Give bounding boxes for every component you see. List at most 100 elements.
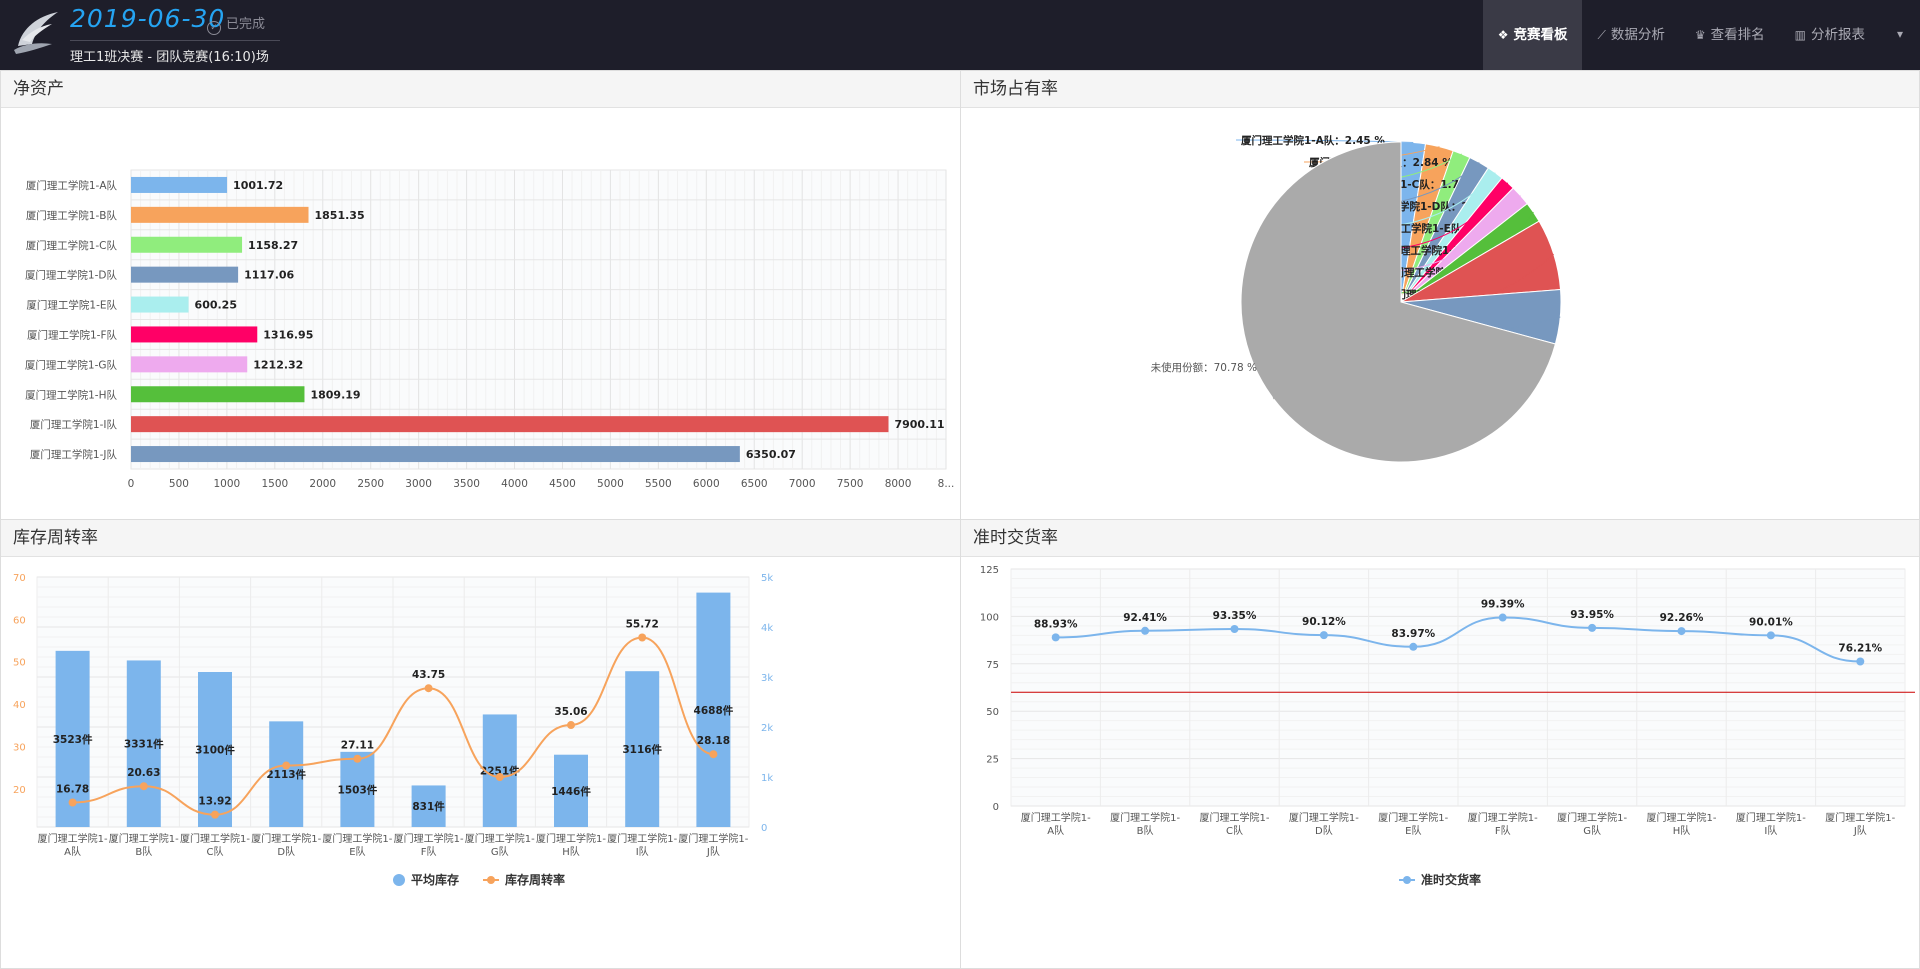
x-tick-label: I队 — [636, 845, 649, 858]
line-label: 28.18 — [697, 735, 730, 747]
x-tick-label: 5500 — [645, 478, 672, 490]
y-tick-label: 厦门理工学院1-D队 — [25, 269, 118, 282]
delivery-point — [1856, 657, 1865, 666]
bar-label: 1503件 — [338, 783, 378, 796]
line-label: 35.06 — [554, 706, 587, 718]
inventory-bar — [696, 592, 731, 827]
x-tick-label: 厦门理工学院1- — [607, 832, 677, 845]
right-axis-tick: 5k — [761, 573, 773, 584]
legend-marker — [393, 874, 405, 886]
x-tick-label: 厦门理工学院1- — [1825, 811, 1895, 824]
x-tick-label: A队 — [1047, 824, 1064, 837]
point-label: 92.26% — [1660, 612, 1704, 624]
x-tick-label: C队 — [207, 845, 224, 858]
data-label: 1316.95 — [263, 328, 313, 341]
delivery-point — [1409, 642, 1418, 651]
left-axis-tick: 20 — [13, 785, 26, 796]
x-tick-label: C队 — [1226, 824, 1243, 837]
x-tick-label: 1000 — [214, 478, 241, 490]
y-tick-label: 厦门理工学院1-B队 — [26, 209, 118, 222]
x-tick-label: 8... — [938, 478, 955, 490]
x-tick-label: E队 — [1405, 824, 1421, 837]
x-tick-label: E队 — [349, 845, 365, 858]
y-tick-label: 厦门理工学院1-A队 — [26, 179, 118, 192]
x-tick-label: 厦门理工学院1- — [251, 832, 321, 845]
dashboard-icon: ❖ — [1497, 28, 1509, 42]
inventory-bar — [411, 785, 446, 827]
x-tick-label: 2000 — [309, 478, 336, 490]
x-tick-label: 3500 — [453, 478, 480, 490]
inventory-bar — [340, 751, 375, 827]
data-label: 1001.72 — [233, 179, 283, 192]
delivery-point — [1141, 626, 1150, 635]
y-tick-label: 50 — [986, 707, 999, 718]
x-tick-label: F队 — [1495, 824, 1511, 837]
nav-label: 数据分析 — [1610, 27, 1665, 43]
nav-item-data-analysis[interactable]: ⟋ 数据分析 — [1582, 0, 1679, 70]
bar-label: 4688件 — [694, 704, 734, 717]
turnover-point — [282, 761, 291, 770]
point-label: 93.35% — [1213, 610, 1257, 622]
delivery-panel: 准时交货率 125 100 75 50 25 0 厦门理工学院1- A队 厦门理工学院1- B队厦… — [960, 519, 1920, 969]
data-label: 1212.32 — [253, 358, 303, 371]
trophy-icon: ♛ — [1694, 28, 1706, 42]
right-axis-tick: 0 — [761, 823, 767, 834]
panel-title: 市场占有率 — [961, 71, 1919, 108]
legend-marker — [1403, 876, 1411, 884]
nav-item-ranking[interactable]: ♛ 查看排名 — [1680, 0, 1780, 70]
x-tick-label: H队 — [1673, 824, 1691, 837]
y-tick-label: 厦门理工学院1-G队 — [25, 358, 118, 371]
x-tick-label: 3000 — [405, 478, 432, 490]
nav-label: 查看排名 — [1710, 27, 1765, 43]
bar — [131, 266, 239, 283]
left-axis-tick: 70 — [13, 573, 26, 584]
y-tick-label: 100 — [980, 612, 999, 623]
point-label: 92.41% — [1123, 612, 1167, 624]
slice-label: 未使用份额：70.78 % — [1151, 361, 1257, 374]
panel-title: 净资产 — [1, 71, 960, 108]
x-tick-label: B队 — [1137, 824, 1154, 837]
turnover-point — [211, 810, 219, 819]
x-tick-label: 厦门理工学院1- — [1736, 811, 1806, 824]
bar — [131, 236, 243, 253]
net-assets-panel: 净资产 厦门理工学院1-A队 1001.72 厦门理工学院1-B队 1851.35 厦门… — [0, 70, 961, 520]
line-label: 13.92 — [198, 796, 231, 808]
line-label: 43.75 — [412, 669, 445, 681]
x-tick-label: 4500 — [549, 478, 576, 490]
logo-icon — [14, 12, 58, 54]
bar-label: 3331件 — [124, 738, 164, 751]
chevron-down-icon[interactable]: ▾ — [1896, 27, 1904, 41]
x-tick-label: 5000 — [597, 478, 624, 490]
nav-item-report[interactable]: ▥ 分析报表 — [1780, 0, 1880, 70]
turnover-point — [495, 773, 504, 781]
bar — [131, 326, 258, 343]
x-tick-label: G队 — [1583, 824, 1601, 837]
bar-label: 831件 — [412, 800, 445, 813]
left-axis-tick: 60 — [13, 615, 26, 626]
inventory-bar — [482, 714, 517, 827]
turnover-point — [68, 798, 77, 807]
x-tick-label: D队 — [1315, 824, 1333, 837]
nav-item-dashboard[interactable]: ❖ 竞赛看板 — [1482, 0, 1583, 70]
x-tick-label: 厦门理工学院1- — [1021, 811, 1091, 824]
bar-label: 1446件 — [551, 785, 591, 798]
delivery-point — [1588, 623, 1597, 632]
y-tick-label: 厦门理工学院1-J队 — [30, 448, 118, 461]
bar-report-icon: ▥ — [1794, 28, 1806, 42]
line-label: 55.72 — [626, 619, 659, 631]
data-label: 6350.07 — [746, 448, 796, 461]
x-tick-label: 厦门理工学院1- — [536, 832, 606, 845]
bar — [131, 296, 189, 313]
net-assets-chart: 厦门理工学院1-A队 1001.72 厦门理工学院1-B队 1851.35 厦门理工学院… — [25, 169, 955, 490]
x-tick-label: 7500 — [837, 478, 864, 490]
delivery-point — [1766, 631, 1775, 640]
right-axis-tick: 2k — [761, 723, 773, 734]
x-tick-label: I队 — [1764, 824, 1777, 837]
delivery-point — [1677, 627, 1686, 636]
inventory-bar — [55, 650, 90, 827]
y-tick-label: 25 — [986, 755, 999, 766]
left-axis-tick: 40 — [13, 700, 26, 711]
nav-label: 竞赛看板 — [1513, 27, 1568, 43]
y-tick-label: 厦门理工学院1-F队 — [27, 328, 118, 341]
inventory-turnover-chart: 7060504030205k4k3k2k1k03523件厦门理工学院1-A队33… — [13, 573, 773, 887]
